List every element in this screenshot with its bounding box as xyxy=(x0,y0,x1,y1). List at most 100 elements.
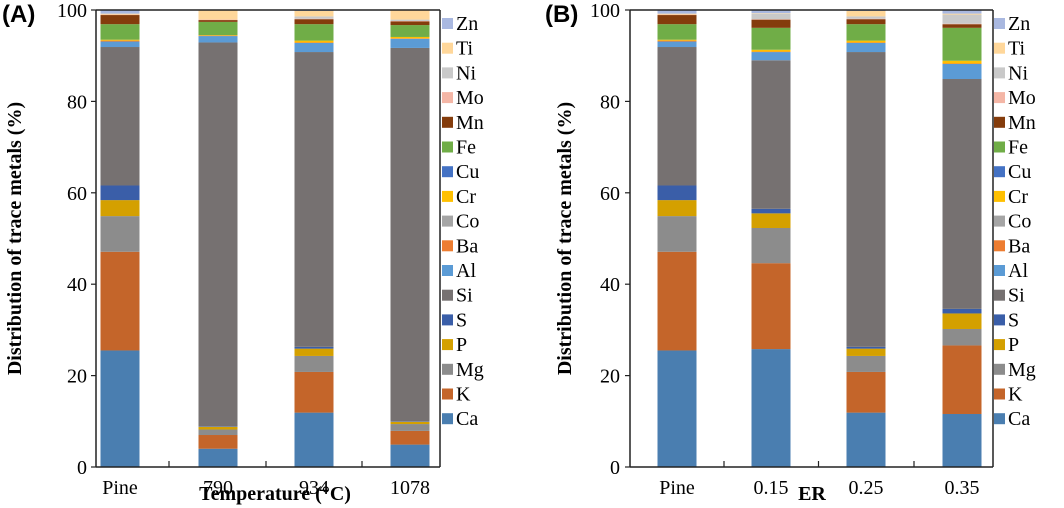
legend-item-ba: Ba xyxy=(994,235,1030,257)
bar-segment-s-0-35 xyxy=(942,308,982,314)
bar-segment-cr-1078 xyxy=(390,36,430,39)
bar-segment-ba-0-15 xyxy=(751,51,791,53)
legend-label-s: S xyxy=(1008,309,1019,331)
bar-segment-mo-934 xyxy=(294,18,334,20)
bar-segment-ti-0-35 xyxy=(942,13,982,15)
legend-swatch-k xyxy=(994,388,1005,400)
bar-segment-al-pine xyxy=(657,41,697,48)
legend-item-s: S xyxy=(442,309,467,331)
y-tick-label-100: 100 xyxy=(57,0,87,22)
legend-swatch-ti xyxy=(994,42,1005,54)
legend-item-ba: Ba xyxy=(442,235,478,257)
legend-swatch-s xyxy=(994,314,1005,326)
bar-segment-ba-pine xyxy=(657,40,697,42)
legend-swatch-co xyxy=(994,215,1005,227)
y-tick-label-20: 20 xyxy=(600,366,620,388)
legend-item-cu: Cu xyxy=(994,161,1031,183)
bar-segment-cr-934 xyxy=(294,40,334,43)
bar-segment-si-0-15 xyxy=(751,60,791,209)
bar-segment-si-934 xyxy=(294,52,334,347)
bar-segment-mn-0-15 xyxy=(751,19,791,28)
bar-segment-s-0-25 xyxy=(846,346,886,349)
bar-segment-p-0-25 xyxy=(846,348,886,356)
bar-segment-mo-pine xyxy=(657,14,697,16)
bar-segment-mn-pine xyxy=(100,15,140,25)
legend-item-si: Si xyxy=(994,285,1025,307)
x-tick-label-0-15: 0.15 xyxy=(754,477,789,499)
legend-label-ti: Ti xyxy=(1008,38,1026,60)
legend-label-ba: Ba xyxy=(456,235,478,257)
bar-segment-mg-0-15 xyxy=(751,227,791,264)
bar-segment-mo-790 xyxy=(198,19,238,21)
bar-segment-mg-pine xyxy=(657,216,697,252)
bar-segment-si-pine xyxy=(657,47,697,186)
y-axis-title: Distribution of trace metals (%) xyxy=(4,102,26,375)
x-tick-label-790: 790 xyxy=(203,477,233,499)
legend-label-ca: Ca xyxy=(456,408,478,430)
x-tick-label-934: 934 xyxy=(299,477,329,499)
legend-label-ni: Ni xyxy=(1008,62,1028,84)
bar-segment-mg-pine xyxy=(100,216,140,252)
legend-label-cr: Cr xyxy=(1008,186,1028,208)
legend-swatch-zn xyxy=(442,18,453,29)
bar-segment-al-1078 xyxy=(390,38,430,48)
legend-swatch-mg xyxy=(994,363,1005,375)
legend-label-ti: Ti xyxy=(456,38,474,60)
panel-label: (A) xyxy=(2,1,35,28)
legend-swatch-co xyxy=(442,215,453,227)
legend-swatch-ni xyxy=(442,67,453,79)
bar-segment-k-pine xyxy=(657,251,697,351)
legend-label-cu: Cu xyxy=(456,161,479,183)
bar-segment-mn-pine xyxy=(657,15,697,25)
x-axis-title: ER xyxy=(798,483,826,505)
bar-segment-zn-pine xyxy=(100,10,140,14)
legend-swatch-al xyxy=(442,265,453,276)
bar-segment-fe-0-25 xyxy=(846,24,886,41)
bar-segment-zn-0-15 xyxy=(751,10,791,14)
bar-segment-p-pine xyxy=(100,200,140,217)
legend-item-s: S xyxy=(994,309,1019,331)
legend-swatch-mo xyxy=(442,92,453,104)
legend-label-p: P xyxy=(1008,334,1019,356)
bar-segment-si-0-35 xyxy=(942,79,982,309)
bar-stack-0-25 xyxy=(846,10,886,467)
legend-item-ca: Ca xyxy=(994,408,1030,430)
legend-swatch-ca xyxy=(442,413,453,425)
legend-swatch-al xyxy=(994,265,1005,276)
legend-item-co: Co xyxy=(994,211,1031,233)
legend-item-cu: Cu xyxy=(442,161,479,183)
bar-segment-cr-0-15 xyxy=(751,49,791,52)
bar-segment-fe-pine xyxy=(657,24,697,40)
bar-segment-p-934 xyxy=(294,348,334,356)
bar-stack-934 xyxy=(294,10,334,467)
legend-label-zn: Zn xyxy=(1008,13,1030,35)
y-tick-label-0: 0 xyxy=(77,457,87,479)
legend-label-mo: Mo xyxy=(456,87,484,109)
legend-label-cu: Cu xyxy=(1008,161,1031,183)
bar-segment-si-0-25 xyxy=(846,52,886,347)
y-tick-label-60: 60 xyxy=(67,183,87,205)
bar-segment-p-0-15 xyxy=(751,213,791,228)
legend-label-si: Si xyxy=(1008,285,1025,307)
legend-swatch-k xyxy=(442,388,453,400)
y-tick-label-80: 80 xyxy=(600,91,620,113)
legend-swatch-cr xyxy=(442,190,453,202)
bar-segment-s-790 xyxy=(198,426,238,427)
x-axis-title: Temperature (°C) xyxy=(199,483,351,505)
legend-item-si: Si xyxy=(442,285,473,307)
legend-swatch-fe xyxy=(994,141,1005,153)
y-tick-label-60: 60 xyxy=(600,183,620,205)
legend-label-mg: Mg xyxy=(456,359,484,381)
legend-label-co: Co xyxy=(456,211,479,233)
x-tick-label-pine: Pine xyxy=(102,477,138,499)
bar-segment-ca-1078 xyxy=(390,444,430,467)
legend-label-fe: Fe xyxy=(456,137,476,159)
bar-segment-s-934 xyxy=(294,346,334,349)
bar-segment-si-pine xyxy=(100,47,140,186)
legend-item-p: P xyxy=(994,334,1019,356)
legend-label-zn: Zn xyxy=(456,13,478,35)
bar-stack-pine xyxy=(100,10,140,467)
legend-item-ca: Ca xyxy=(442,408,478,430)
